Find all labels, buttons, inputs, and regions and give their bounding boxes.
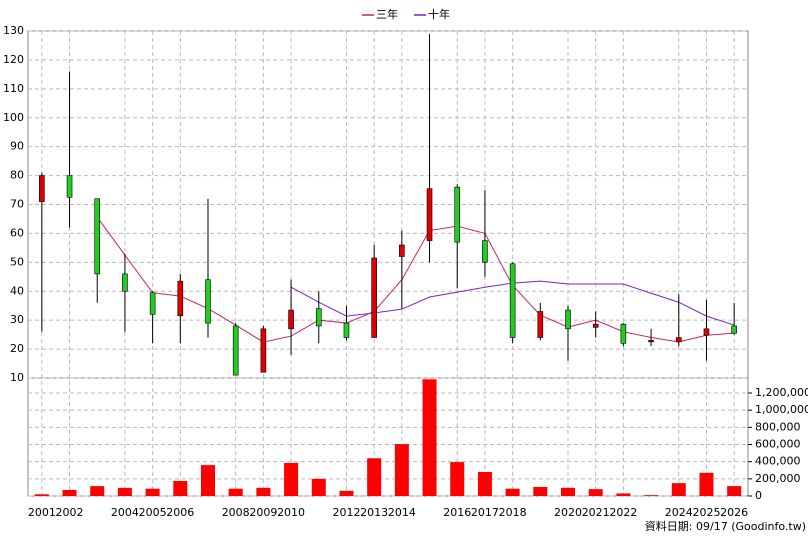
candle-body (288, 309, 294, 330)
volume-bar (90, 486, 105, 496)
candle-body (426, 188, 433, 241)
candle-body (509, 263, 516, 338)
y-tick-label: 50 (10, 255, 24, 268)
y2-tick-label: 0 (755, 489, 762, 502)
x-tick-label: 2017 (471, 506, 499, 519)
candle-body (620, 323, 627, 344)
volume-bar (561, 487, 575, 496)
y-tick-label: 130 (3, 24, 24, 37)
volume-bar (394, 444, 409, 496)
x-tick-label: 2026 (720, 506, 748, 519)
y2-tick-label: 600,000 (755, 438, 801, 451)
y-tick-label: 30 (10, 313, 24, 326)
candle-body (482, 240, 488, 263)
ma-line (96, 216, 735, 343)
y-tick-label: 60 (10, 226, 24, 239)
x-tick-label: 2020 (554, 506, 582, 519)
candle-body (122, 273, 128, 292)
volume-bar (34, 494, 49, 496)
x-tick-label: 2006 (166, 506, 194, 519)
volume-bar (173, 480, 188, 496)
volume-bar (450, 462, 465, 496)
x-tick-label: 2004 (111, 506, 139, 519)
candle-body (149, 292, 156, 315)
volume-bar (671, 483, 686, 496)
plot-frame (27, 30, 749, 497)
x-tick-label: 2014 (388, 506, 416, 519)
x-tick-label: 2025 (692, 506, 720, 519)
volume-bar (201, 465, 215, 496)
footer-note: 資料日期: 09/17 (Goodinfo.tw) (645, 519, 806, 533)
legend-label: 三年 (376, 7, 398, 21)
volume-bar (228, 488, 243, 496)
y-tick-label: 40 (10, 284, 24, 297)
volume-bar (644, 495, 659, 496)
candle-body (371, 257, 377, 338)
candle-body (315, 308, 322, 327)
y2-tick-label: 1,200,000 (755, 386, 808, 399)
x-tick-label: 2012 (332, 506, 360, 519)
candle-body (343, 322, 350, 338)
x-tick-label: 2024 (665, 506, 693, 519)
volume-bar (62, 489, 77, 496)
x-tick-label: 2013 (360, 506, 388, 519)
volume-bar (533, 486, 548, 496)
x-tick-label: 2002 (56, 506, 84, 519)
y2-tick-label: 1,000,000 (755, 403, 808, 416)
volume-bar (699, 472, 714, 496)
y2-tick-label: 400,000 (755, 455, 801, 468)
x-tick-label: 2022 (609, 506, 637, 519)
candle-body (177, 280, 184, 317)
legend-label: 十年 (428, 7, 450, 21)
candle-body (537, 311, 544, 338)
candle-body (675, 337, 682, 343)
x-tick-label: 2005 (139, 506, 167, 519)
volume-bar (588, 489, 603, 496)
candle-body (454, 186, 461, 243)
candle-body (205, 279, 211, 324)
candle-body (39, 175, 45, 202)
x-tick-label: 2018 (499, 506, 527, 519)
volume-bar (616, 493, 631, 496)
candle-body (648, 340, 654, 343)
candle-body (565, 309, 571, 330)
x-tick-label: 2016 (443, 506, 471, 519)
volume-bar (145, 488, 160, 496)
y-tick-label: 70 (10, 198, 24, 211)
volume-bar (256, 487, 271, 496)
y-tick-label: 100 (3, 111, 24, 124)
candle-body (592, 323, 599, 328)
candle-body (399, 244, 405, 257)
y2-tick-label: 800,000 (755, 420, 801, 433)
y-tick-label: 110 (3, 82, 24, 95)
volume-bar (505, 488, 520, 496)
y-tick-label: 90 (10, 140, 24, 153)
x-tick-label: 2001 (28, 506, 56, 519)
volume-bar (284, 462, 299, 496)
x-tick-label: 2021 (582, 506, 610, 519)
volume-bar (422, 379, 437, 496)
volume-bar (727, 486, 742, 496)
candle-body (232, 325, 239, 376)
y-tick-label: 20 (10, 342, 24, 355)
y-tick-label: 120 (3, 53, 24, 66)
candle-body (260, 328, 267, 373)
volume-bar (339, 490, 354, 496)
volume-bar (117, 487, 132, 496)
candle-body (731, 325, 737, 334)
candle-body (66, 175, 73, 198)
candle-body (703, 328, 710, 336)
y-tick-label: 80 (10, 169, 24, 182)
x-tick-label: 2010 (277, 506, 305, 519)
volume-bar (477, 471, 492, 496)
x-tick-label: 2009 (249, 506, 277, 519)
candle-body (94, 198, 101, 275)
x-tick-label: 2008 (222, 506, 250, 519)
volume-bar (311, 478, 326, 496)
y2-tick-label: 200,000 (755, 472, 801, 485)
y-tick-label: 10 (10, 371, 24, 384)
volume-bar (367, 458, 382, 496)
